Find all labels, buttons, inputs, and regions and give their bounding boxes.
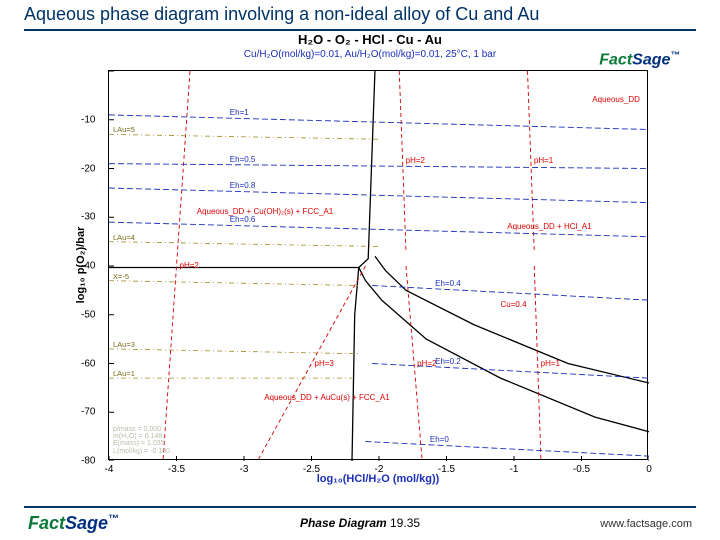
xtick: -1 [510,464,519,475]
ph-label: pH=2 [417,359,436,368]
ytick: -60 [81,358,95,369]
xtick: -3 [240,464,249,475]
iso-label: LAu=1 [113,369,135,378]
xtick: -1.5 [438,464,455,475]
region-label: Aqueous_DD + HCl_A1 [507,222,591,231]
iso-label: LAu=5 [113,125,135,134]
iso-label: LAu=4 [113,233,135,242]
ytick: -10 [81,114,95,125]
ytick: -40 [81,261,95,272]
eh-label: Eh=0.4 [435,279,461,288]
xtick: -0.5 [573,464,590,475]
eh-label: Eh=1 [230,108,249,117]
ph-label: pH=1 [541,359,560,368]
region-label: Aqueous_DD [592,95,640,104]
logo-top: FactSage™ [599,50,680,69]
xtick: -4 [105,464,114,475]
ytick: -50 [81,309,95,320]
xtick: -3.5 [168,464,185,475]
chart-container: H₂O - O₂ - HCl - Cu - Au Cu/H₂O(mol/kg)=… [60,32,680,492]
ytick: -30 [81,212,95,223]
eh-label: Eh=0.6 [230,215,256,224]
slide-title: Aqueous phase diagram involving a non-id… [24,4,696,25]
region-label: Cu=0.4 [501,300,527,309]
ph-label: pH=2 [180,261,199,270]
eh-label: Eh=0.2 [435,357,461,366]
footer-url: www.factsage.com [600,518,692,530]
footer-center: Phase Diagram 19.35 [300,516,420,530]
xtick: 0 [646,464,652,475]
ph-label: pH=2 [406,156,425,165]
eh-label: Eh=0.8 [230,181,256,190]
ytick: -20 [81,163,95,174]
ytick: -70 [81,407,95,418]
chart-title: H₂O - O₂ - HCl - Cu - Au [60,32,680,47]
region-label: Aqueous_DD + AuCu(s) + FCC_A1 [264,393,389,402]
xtick: -2.5 [303,464,320,475]
ph-label: pH=3 [315,359,334,368]
xtick: -2 [375,464,384,475]
chart-subtitle: Cu/H₂O(mol/kg)=0.01, Au/H₂O(mol/kg)=0.01… [60,49,680,60]
ph-label: pH=1 [534,156,553,165]
ytick: -80 [81,456,95,467]
footer-logo: FactSage™ [28,513,119,534]
chart-footnote: p/mass = 0.000 m(H₂O) = 0.148 E(mass) = … [113,426,170,455]
eh-label: Eh=0 [430,435,449,444]
eh-label: Eh=0.5 [230,155,256,164]
title-underline [24,29,696,31]
plot-area: log₁₀ p(O₂)/bar log₁₀(HCl/H₂O (mol/kg)) … [108,70,648,460]
footer-divider [24,506,696,508]
iso-label: LAu=3 [113,340,135,349]
region-label: Aqueous_DD + Cu(OH)₂(s) + FCC_A1 [197,207,333,216]
iso-label: X=-5 [113,272,129,281]
